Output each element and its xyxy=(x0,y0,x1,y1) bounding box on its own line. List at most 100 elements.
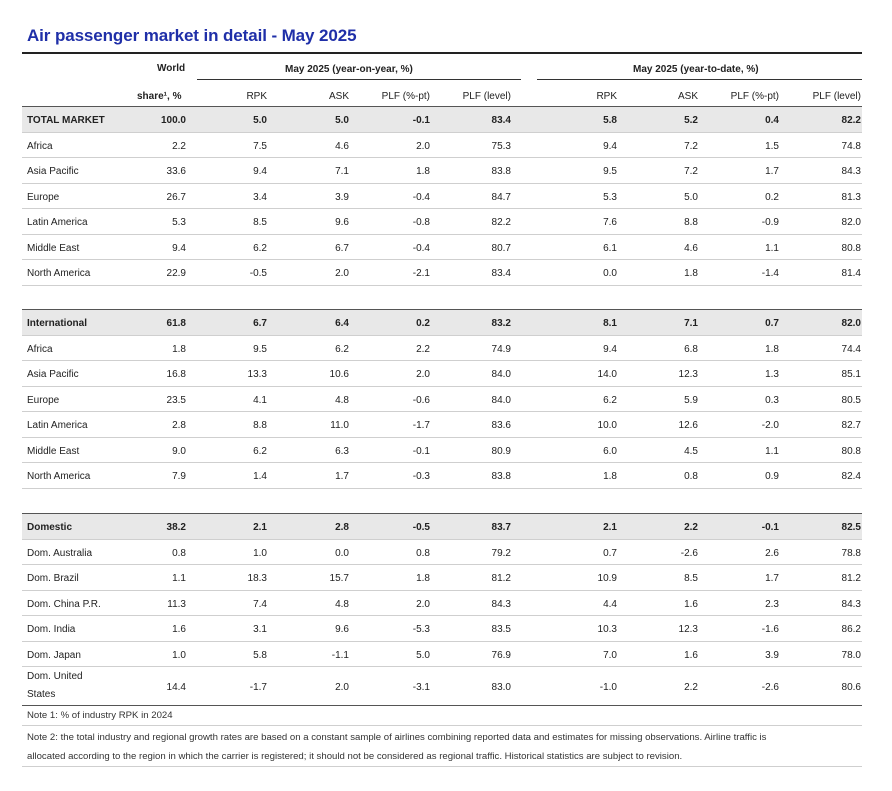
cell-value: 22.9 xyxy=(166,268,186,279)
cell-value: 6.2 xyxy=(253,242,267,254)
cell-value: 5.0 xyxy=(253,115,267,126)
cell-value: 80.6 xyxy=(841,682,861,693)
cell-value: 76.9 xyxy=(491,649,511,661)
cell-value: 8.5 xyxy=(684,573,698,584)
cell-value: 1.6 xyxy=(172,624,186,635)
cell-value: 6.8 xyxy=(684,343,698,355)
cell-value: 5.9 xyxy=(684,394,698,406)
note-2-line2: allocated according to the region in whi… xyxy=(27,751,683,762)
row-label: Dom. China P.R. xyxy=(27,598,101,610)
row-label: Africa xyxy=(27,343,53,355)
header-world-line2: share¹, % xyxy=(137,91,182,102)
cell-value: 0.8 xyxy=(416,547,430,559)
row-label: Latin America xyxy=(27,217,88,228)
cell-value: 6.2 xyxy=(335,343,349,355)
cell-value: 1.0 xyxy=(253,547,267,559)
cell-value: 82.4 xyxy=(841,471,861,482)
cell-value: 7.4 xyxy=(253,598,267,610)
cell-value: 8.1 xyxy=(603,318,617,329)
cell-value: 82.0 xyxy=(841,217,861,228)
cell-value: -1.6 xyxy=(761,624,779,635)
row-label: Middle East xyxy=(27,445,80,457)
row-label-line2: States xyxy=(27,689,56,700)
cell-value: 4.4 xyxy=(603,598,617,610)
cell-value: -1.7 xyxy=(249,682,267,693)
cell-value: -0.9 xyxy=(761,217,779,228)
cell-value: -0.4 xyxy=(412,191,430,203)
cell-value: 1.8 xyxy=(416,166,430,177)
cell-value: 4.1 xyxy=(253,394,267,406)
cell-value: 83.8 xyxy=(491,471,511,482)
cell-value: 82.2 xyxy=(491,217,511,228)
cell-value: 6.1 xyxy=(603,242,617,254)
cell-value: 8.5 xyxy=(253,217,267,228)
column-header: PLF (%-pt) xyxy=(730,91,779,102)
cell-value: 10.9 xyxy=(597,573,617,584)
cell-value: 2.1 xyxy=(603,522,617,533)
cell-value: 1.7 xyxy=(765,166,779,177)
cell-value: 82.5 xyxy=(841,522,861,533)
row-label: TOTAL MARKET xyxy=(27,115,105,126)
cell-value: 14.4 xyxy=(166,682,186,693)
cell-value: -0.1 xyxy=(412,115,430,126)
cell-value: -0.5 xyxy=(412,522,430,533)
cell-value: 12.3 xyxy=(678,369,698,380)
cell-value: 0.2 xyxy=(416,318,430,329)
cell-value: 2.0 xyxy=(335,268,349,279)
cell-value: 1.8 xyxy=(172,343,186,355)
header-group-ytd: May 2025 (year-to-date, %) xyxy=(633,64,759,75)
cell-value: 1.8 xyxy=(765,343,779,355)
table-row: Middle East 9.4 6.2 6.7 -0.4 80.7 6.1 4.6 1.1 80.… xyxy=(22,235,862,260)
cell-value: 5.3 xyxy=(603,191,617,203)
cell-value: 84.0 xyxy=(491,394,511,406)
cell-value: 1.5 xyxy=(765,140,779,152)
row-label: Europe xyxy=(27,191,60,203)
cell-value: 7.9 xyxy=(172,471,186,482)
cell-value: 2.0 xyxy=(335,682,349,693)
cell-value: 18.3 xyxy=(247,573,267,584)
cell-value: 82.2 xyxy=(841,115,861,126)
cell-value: 1.1 xyxy=(765,445,779,457)
table-total-row: TOTAL MARKET 100.0 5.0 5.0 -0.1 83.4 5.8 5.2 0.4… xyxy=(22,107,862,133)
table-row: Africa 1.8 9.5 6.2 2.2 74.9 9.4 6.8 1.8 74.4 xyxy=(22,336,862,361)
table-row: Africa 2.2 7.5 4.6 2.0 75.3 9.4 7.2 1.5 74.8 xyxy=(22,133,862,158)
cell-value: 5.0 xyxy=(416,649,430,661)
cell-value: 12.3 xyxy=(678,624,698,635)
cell-value: 33.6 xyxy=(166,166,186,177)
cell-value: -0.1 xyxy=(412,445,430,457)
table-row: North America 22.9 -0.5 2.0 -2.1 83.4 0.0 1.8 -1… xyxy=(22,260,862,286)
header-group-line-ytd xyxy=(537,79,862,80)
header-world-line1: World xyxy=(157,63,186,74)
cell-value: 7.6 xyxy=(603,217,617,228)
cell-value: 78.8 xyxy=(841,547,861,559)
cell-value: 23.5 xyxy=(166,394,186,406)
cell-value: 7.5 xyxy=(253,140,267,152)
cell-value: 9.4 xyxy=(172,242,186,254)
cell-value: 7.1 xyxy=(684,318,698,329)
cell-value: 6.2 xyxy=(253,445,267,457)
table-row: Dom. Brazil 1.1 18.3 15.7 1.8 81.2 10.9 8.5 1.7 8… xyxy=(22,565,862,591)
cell-value: 9.4 xyxy=(603,140,617,152)
cell-value: -0.3 xyxy=(412,471,430,482)
cell-value: 6.3 xyxy=(335,445,349,457)
header-bottom-rule xyxy=(22,106,862,107)
cell-value: 2.0 xyxy=(416,140,430,152)
cell-value: 86.2 xyxy=(841,624,861,635)
cell-value: 2.2 xyxy=(684,682,698,693)
row-label-line1: Dom. United xyxy=(27,671,83,682)
table-row: Middle East 9.0 6.2 6.3 -0.1 80.9 6.0 4.5 1.1 80.… xyxy=(22,438,862,463)
cell-value: 4.6 xyxy=(335,140,349,152)
cell-value: 84.7 xyxy=(491,191,511,203)
cell-value: 0.0 xyxy=(603,268,617,279)
cell-value: 1.6 xyxy=(684,598,698,610)
row-label: North America xyxy=(27,268,91,279)
row-label: Europe xyxy=(27,394,60,406)
cell-value: 9.5 xyxy=(603,166,617,177)
cell-value: 6.0 xyxy=(603,445,617,457)
table-row: Dom. Japan 1.0 5.8 -1.1 5.0 76.9 7.0 1.6 3.9 78.0 xyxy=(22,642,862,667)
column-header: ASK xyxy=(328,91,349,102)
cell-value: -5.3 xyxy=(412,624,430,635)
cell-value: 84.3 xyxy=(841,598,861,610)
table-row-dom-united-states: Dom. United States 14.4 -1.7 2.0 -3.1 83.0 -1… xyxy=(22,668,862,706)
cell-value: 38.2 xyxy=(166,522,186,533)
